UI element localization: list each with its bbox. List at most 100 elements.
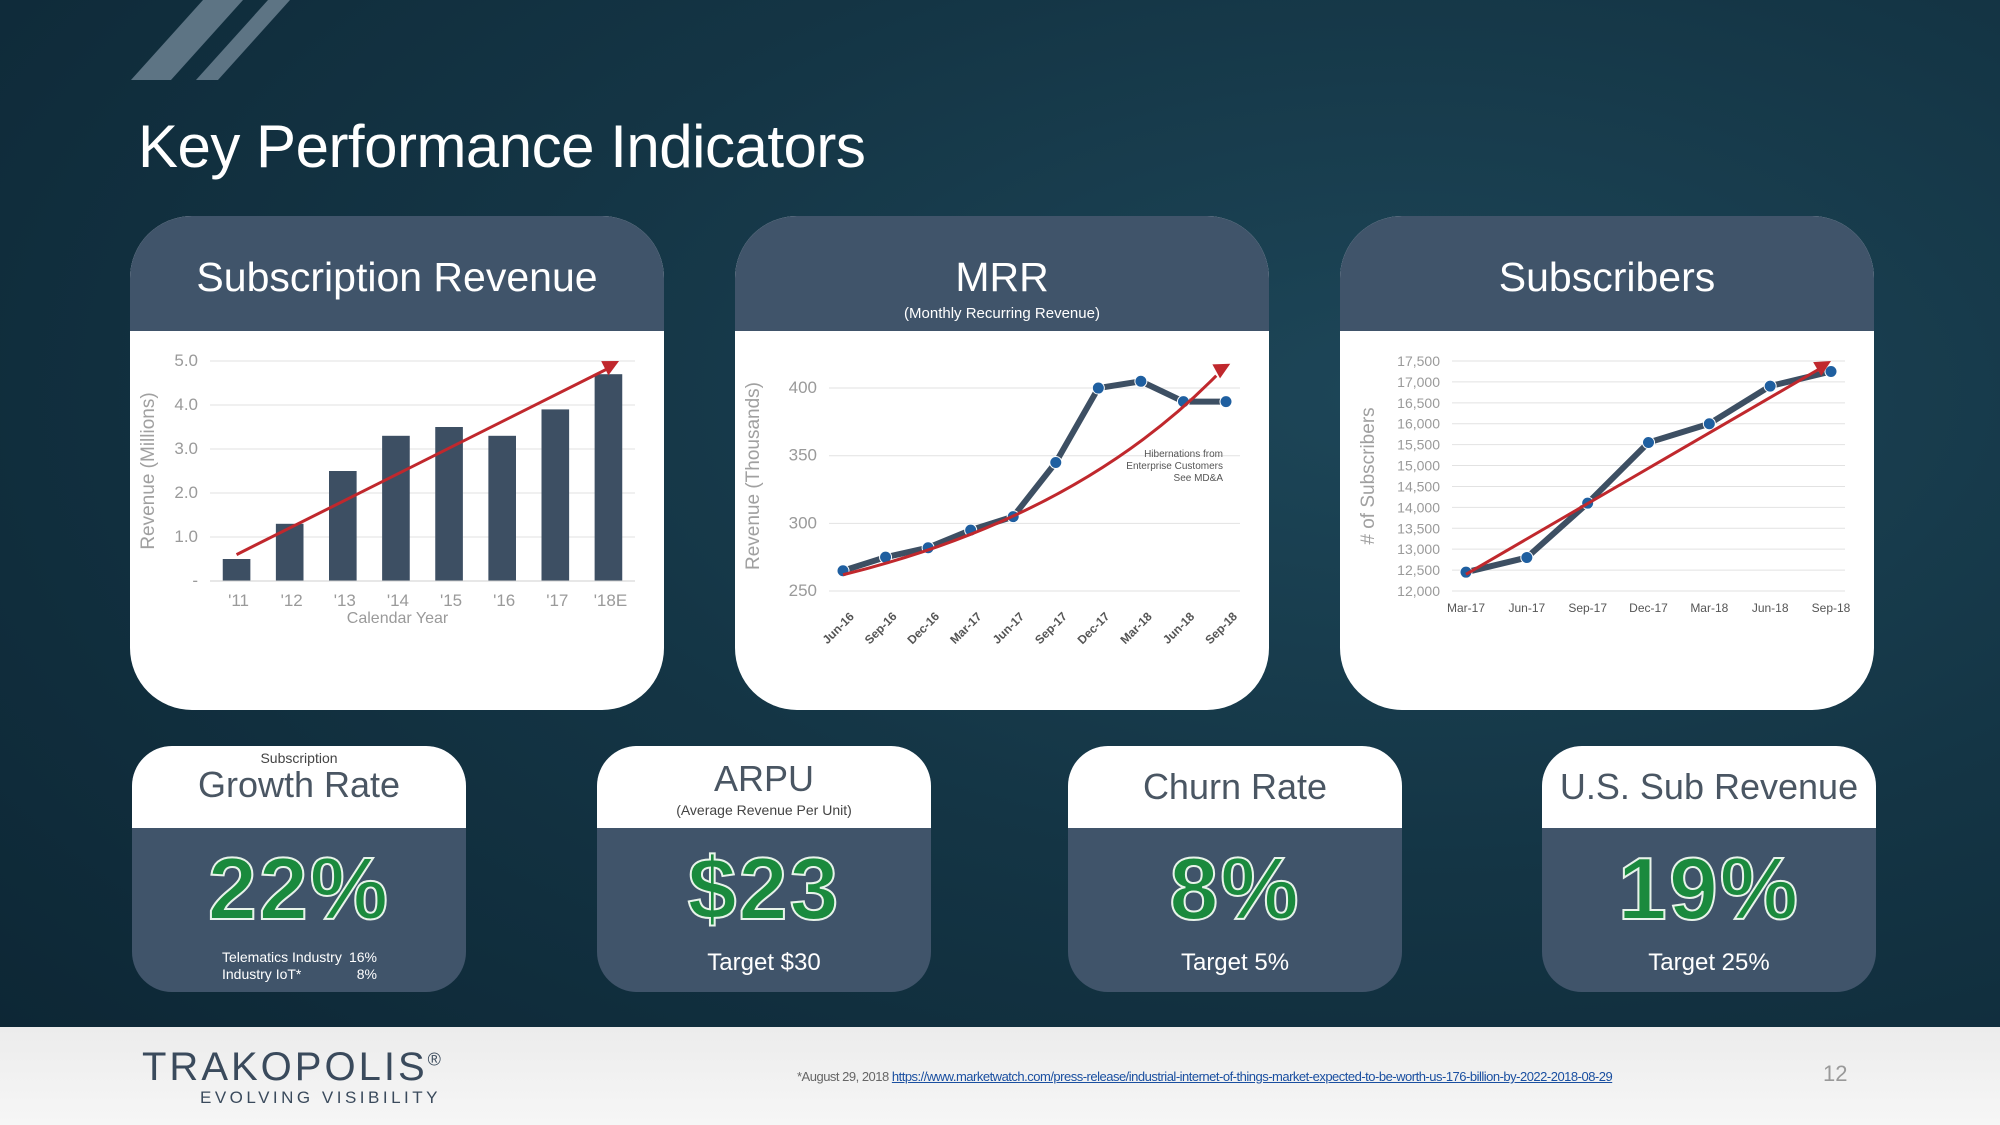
annotation-text: Enterprise Customers xyxy=(1126,461,1223,472)
bar xyxy=(541,409,570,581)
y-tick-label: 4.0 xyxy=(174,395,198,414)
y-tick-label: 14,500 xyxy=(1397,478,1440,494)
data-point xyxy=(1702,417,1716,431)
trend-arrowhead xyxy=(1813,361,1831,376)
y-axis-label: Revenue (Millions) xyxy=(138,392,159,549)
x-tick-label: '17 xyxy=(546,591,568,610)
logo-text: TRAKOPOLIS xyxy=(142,1045,428,1089)
registered-mark: ® xyxy=(427,1049,444,1070)
y-tick-label: 14,000 xyxy=(1397,499,1440,515)
y-tick-label: 300 xyxy=(789,513,817,532)
y-tick-label: 15,500 xyxy=(1397,437,1440,453)
x-tick-label: Jun-18 xyxy=(1752,601,1789,615)
kpi-header: Subscription Growth Rate xyxy=(132,746,466,828)
y-tick-label: 16,500 xyxy=(1397,395,1440,411)
bar xyxy=(435,427,463,581)
kpi-target: Target 5% xyxy=(1180,949,1290,976)
subscription-revenue-panel: Subscription Revenue - 1.0 2.0 3.0 4.0 5.0 Rev… xyxy=(130,216,664,710)
x-tick-label: Mar-18 xyxy=(1690,601,1728,615)
trend-arrowhead xyxy=(601,361,620,376)
kpi-header: U.S. Sub Revenue xyxy=(1542,746,1876,828)
x-tick-label: Mar-17 xyxy=(947,609,984,646)
y-tick-label: 350 xyxy=(789,446,817,465)
bar xyxy=(329,471,357,581)
y-tick-label: 2.0 xyxy=(174,483,198,502)
bar xyxy=(382,435,410,581)
x-tick-label: '13 xyxy=(334,591,356,610)
annotation-text: See MD&A xyxy=(1174,473,1224,484)
kpi-notes: Telematics Industry 16% Industry IoT* 8% xyxy=(222,949,377,983)
footer: TRAKOPOLIS® EVOLVING VISIBILITY *August … xyxy=(0,1027,2000,1125)
y-tick-label: 3.0 xyxy=(174,439,198,458)
panel-title: Subscription Revenue xyxy=(196,254,598,300)
y-tick-label: - xyxy=(192,571,198,590)
trend-line xyxy=(235,366,610,556)
subscription-revenue-chart: - 1.0 2.0 3.0 4.0 5.0 Revenue (Millions) '11 '12… xyxy=(138,351,635,627)
bar xyxy=(222,559,251,581)
kpi-target: Target $30 xyxy=(707,949,821,976)
arpu-card: ARPU (Average Revenue Per Unit) $23 Targ… xyxy=(597,746,931,992)
x-tick-label: Jun-16 xyxy=(820,609,857,646)
kpi-value: $23 xyxy=(687,838,841,939)
x-tick-label: Mar-18 xyxy=(1117,609,1154,646)
y-tick-label: 12,000 xyxy=(1397,583,1440,599)
data-point xyxy=(1763,379,1777,393)
growth-rate-card: Subscription Growth Rate 22% Telematics … xyxy=(132,746,466,992)
y-tick-label: 5.0 xyxy=(174,351,198,370)
page-number: 12 xyxy=(1823,1061,1848,1086)
mrr-panel: MRR (Monthly Recurring Revenue) 250 300 35… xyxy=(735,216,1269,710)
panel-header: Subscription Revenue xyxy=(130,216,664,331)
bar xyxy=(488,435,516,581)
note-row: Industry IoT* 8% xyxy=(222,966,377,983)
note-value: 8% xyxy=(356,966,377,982)
kpi-header: Churn Rate xyxy=(1068,746,1402,828)
kpi-value: 8% xyxy=(1168,838,1301,939)
x-tick-label: Dec-17 xyxy=(1629,601,1668,615)
y-tick-label: 13,500 xyxy=(1397,520,1440,536)
note-row: Telematics Industry 16% xyxy=(222,949,377,966)
x-tick-label: '12 xyxy=(281,591,303,610)
x-tick-label: Sep-17 xyxy=(1568,601,1607,615)
data-point xyxy=(1134,374,1148,388)
y-tick-label: 17,500 xyxy=(1397,353,1440,369)
y-tick-label: 400 xyxy=(789,378,817,397)
x-axis-label: Calendar Year xyxy=(347,610,449,627)
footnote-link[interactable]: https://www.marketwatch.com/press-releas… xyxy=(891,1069,1613,1084)
logo-tagline: EVOLVING VISIBILITY xyxy=(200,1088,441,1107)
y-axis-label: Revenue (Thousands) xyxy=(743,382,764,570)
subscribers-panel: Subscribers 12,000 12,500 13,000 13,500 14,0… xyxy=(1340,216,1874,710)
x-tick-label: '14 xyxy=(387,591,409,610)
x-tick-label: '15 xyxy=(440,591,462,610)
x-tick-label: '11 xyxy=(228,591,249,610)
data-point xyxy=(1219,395,1233,409)
note-label: Telematics Industry xyxy=(222,949,342,965)
note-value: 16% xyxy=(348,949,377,965)
data-point xyxy=(1824,364,1838,378)
x-tick-label: Dec-16 xyxy=(904,609,942,647)
company-logo: TRAKOPOLIS® EVOLVING VISIBILITY xyxy=(142,1045,444,1108)
panel-title: MRR xyxy=(955,254,1049,300)
trend-arrowhead xyxy=(1212,363,1231,379)
x-tick-label: '18E xyxy=(594,591,628,610)
kpi-pretitle: Subscription xyxy=(260,750,338,766)
y-axis-label: # of Subscribers xyxy=(1358,407,1379,544)
annotation-text: Hibernations from xyxy=(1144,449,1223,460)
footnote: *August 29, 2018 https://www.marketwatch… xyxy=(797,1069,1613,1084)
bar xyxy=(594,374,623,581)
kpi-value: 19% xyxy=(1617,838,1801,939)
x-tick-label: Mar-17 xyxy=(1447,601,1485,615)
y-tick-label: 16,000 xyxy=(1397,416,1440,432)
x-tick-label: '16 xyxy=(493,591,515,610)
data-point xyxy=(1642,436,1655,450)
y-tick-label: 15,000 xyxy=(1397,458,1440,474)
subscribers-chart: 12,000 12,500 13,000 13,500 14,000 14,500 15,0… xyxy=(1358,353,1851,615)
panel-subtitle: (Monthly Recurring Revenue) xyxy=(904,305,1100,322)
data-point xyxy=(1049,455,1063,469)
x-tick-label: Dec-17 xyxy=(1075,609,1113,647)
series-line xyxy=(842,378,1226,574)
data-point xyxy=(1520,551,1534,565)
trend-line xyxy=(842,374,1218,577)
x-tick-label: Jun-17 xyxy=(1508,601,1545,615)
